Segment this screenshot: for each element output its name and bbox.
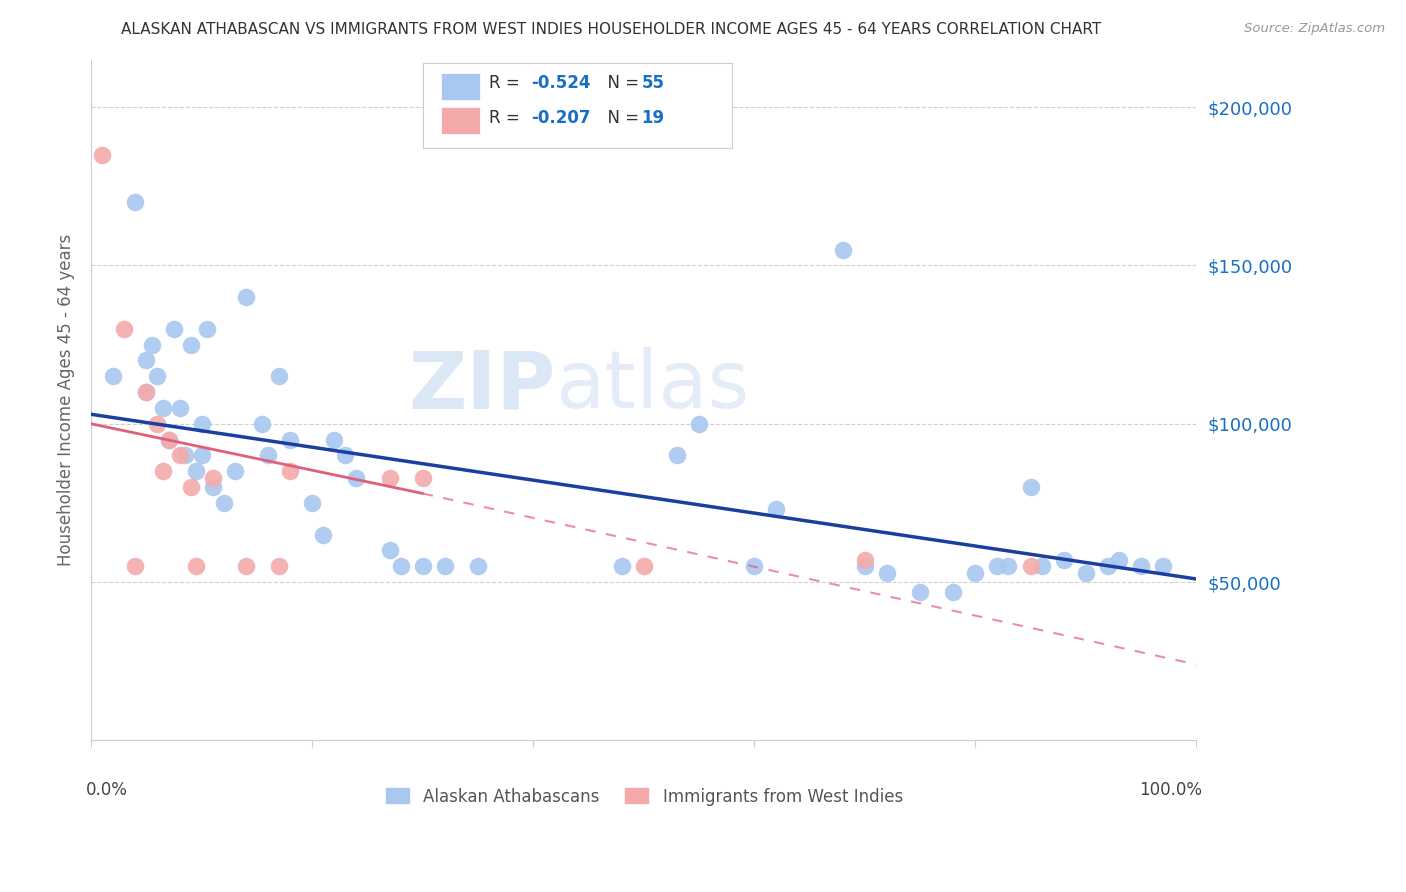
Point [152, 401, 174, 415]
Point [103, 369, 125, 384]
Point [1031, 559, 1053, 574]
Point [633, 559, 655, 574]
Point [742, 559, 765, 574]
Point [1130, 559, 1153, 574]
Point [112, 322, 135, 336]
Point [186, 464, 208, 478]
Point [323, 433, 346, 447]
Text: N =: N = [598, 109, 645, 127]
Point [344, 470, 367, 484]
Point [335, 449, 357, 463]
Point [831, 243, 853, 257]
Point [135, 353, 157, 368]
Text: N =: N = [598, 74, 645, 92]
Point [267, 559, 290, 574]
Point [163, 322, 186, 336]
Point [965, 566, 987, 580]
Text: 100.0%: 100.0% [1139, 781, 1202, 799]
Point [997, 559, 1019, 574]
Point [853, 553, 876, 567]
Point [986, 559, 1008, 574]
Point [235, 559, 257, 574]
Point [876, 566, 898, 580]
Text: 0.0%: 0.0% [86, 781, 128, 799]
Text: R =: R = [489, 74, 524, 92]
Point [124, 559, 146, 574]
Point [135, 385, 157, 400]
FancyBboxPatch shape [423, 63, 733, 148]
Point [141, 337, 163, 351]
Point [412, 470, 434, 484]
Text: R =: R = [489, 109, 524, 127]
FancyBboxPatch shape [441, 73, 481, 101]
Point [908, 584, 931, 599]
Point [412, 559, 434, 574]
Point [212, 496, 235, 510]
Point [146, 417, 169, 431]
Point [169, 401, 191, 415]
Point [853, 559, 876, 574]
Point [157, 433, 180, 447]
Point [152, 464, 174, 478]
Y-axis label: Householder Income Ages 45 - 64 years: Householder Income Ages 45 - 64 years [58, 234, 75, 566]
Point [174, 449, 197, 463]
Point [301, 496, 323, 510]
Point [169, 449, 191, 463]
Point [1074, 566, 1097, 580]
Point [180, 480, 202, 494]
Point [765, 502, 787, 516]
Text: 19: 19 [641, 109, 665, 127]
Point [201, 480, 224, 494]
Point [278, 464, 301, 478]
Point [610, 559, 633, 574]
Point [186, 559, 208, 574]
Text: -0.207: -0.207 [531, 109, 591, 127]
Text: -0.524: -0.524 [531, 74, 591, 92]
Point [195, 322, 218, 336]
Point [224, 464, 246, 478]
Point [146, 369, 169, 384]
Point [257, 449, 280, 463]
Point [124, 195, 146, 210]
Point [180, 337, 202, 351]
Point [157, 433, 180, 447]
Point [1019, 480, 1042, 494]
Point [389, 559, 412, 574]
Point [235, 290, 257, 304]
Point [378, 470, 401, 484]
Point [252, 417, 274, 431]
Point [688, 417, 710, 431]
Point [1053, 553, 1076, 567]
Text: 55: 55 [641, 74, 665, 92]
Point [312, 527, 335, 541]
Point [1152, 559, 1174, 574]
Point [467, 559, 489, 574]
Point [1097, 559, 1119, 574]
Point [91, 147, 114, 161]
Point [267, 369, 290, 384]
FancyBboxPatch shape [441, 107, 481, 135]
Point [190, 417, 212, 431]
Text: atlas: atlas [555, 347, 749, 425]
Point [135, 385, 157, 400]
Text: ALASKAN ATHABASCAN VS IMMIGRANTS FROM WEST INDIES HOUSEHOLDER INCOME AGES 45 - 6: ALASKAN ATHABASCAN VS IMMIGRANTS FROM WE… [121, 22, 1102, 37]
Legend: Alaskan Athabascans, Immigrants from West Indies: Alaskan Athabascans, Immigrants from Wes… [377, 779, 911, 814]
Point [201, 470, 224, 484]
Point [433, 559, 456, 574]
Point [1108, 553, 1130, 567]
Point [278, 433, 301, 447]
Point [190, 449, 212, 463]
Text: Source: ZipAtlas.com: Source: ZipAtlas.com [1244, 22, 1385, 36]
Point [1019, 559, 1042, 574]
Point [378, 543, 401, 558]
Point [665, 449, 688, 463]
Text: ZIP: ZIP [408, 347, 555, 425]
Point [942, 584, 965, 599]
